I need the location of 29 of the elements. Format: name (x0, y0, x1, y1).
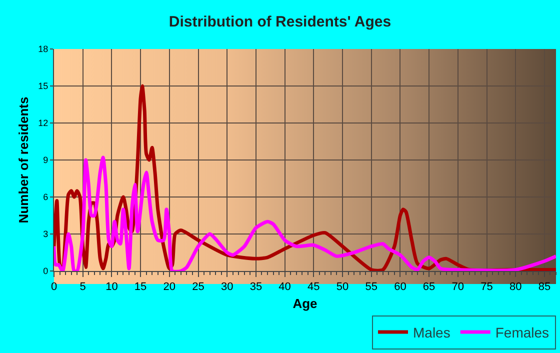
x-tick-label: 20 (163, 281, 176, 294)
x-tick-label: 55 (365, 281, 378, 294)
x-tick-label: 50 (336, 281, 349, 294)
x-tick-label: 35 (250, 281, 262, 294)
y-tick-label: 6 (43, 192, 48, 202)
x-tick-label: 80 (509, 281, 522, 294)
y-tick-label: 9 (43, 155, 48, 166)
x-tick-label: 75 (480, 281, 493, 294)
y-tick-label: 3 (43, 229, 48, 240)
x-tick-label: 5 (80, 281, 86, 294)
x-tick-label: 15 (134, 281, 147, 294)
x-tick-label: 65 (422, 281, 436, 294)
x-tick-label: 10 (106, 281, 118, 294)
y-tick-label: 0 (43, 266, 48, 276)
x-tick-label: 85 (538, 281, 551, 294)
x-tick-label: 30 (220, 281, 234, 294)
y-axis-title: Number of residents (16, 96, 32, 224)
legend-label: Females (495, 324, 550, 340)
x-tick-label: 60 (394, 281, 406, 294)
x-tick-label: 40 (278, 281, 291, 294)
legend-label: Males (413, 324, 450, 340)
y-tick-label: 18 (38, 44, 48, 54)
y-tick-label: 15 (38, 81, 48, 92)
x-tick-label: 45 (308, 281, 320, 294)
x-axis-title: Age (292, 296, 318, 311)
x-tick-label: 25 (192, 281, 204, 294)
y-tick-label: 12 (38, 118, 48, 128)
chart-title: Distribution of Residents' Ages (168, 13, 392, 30)
x-tick-label: 70 (452, 281, 464, 294)
